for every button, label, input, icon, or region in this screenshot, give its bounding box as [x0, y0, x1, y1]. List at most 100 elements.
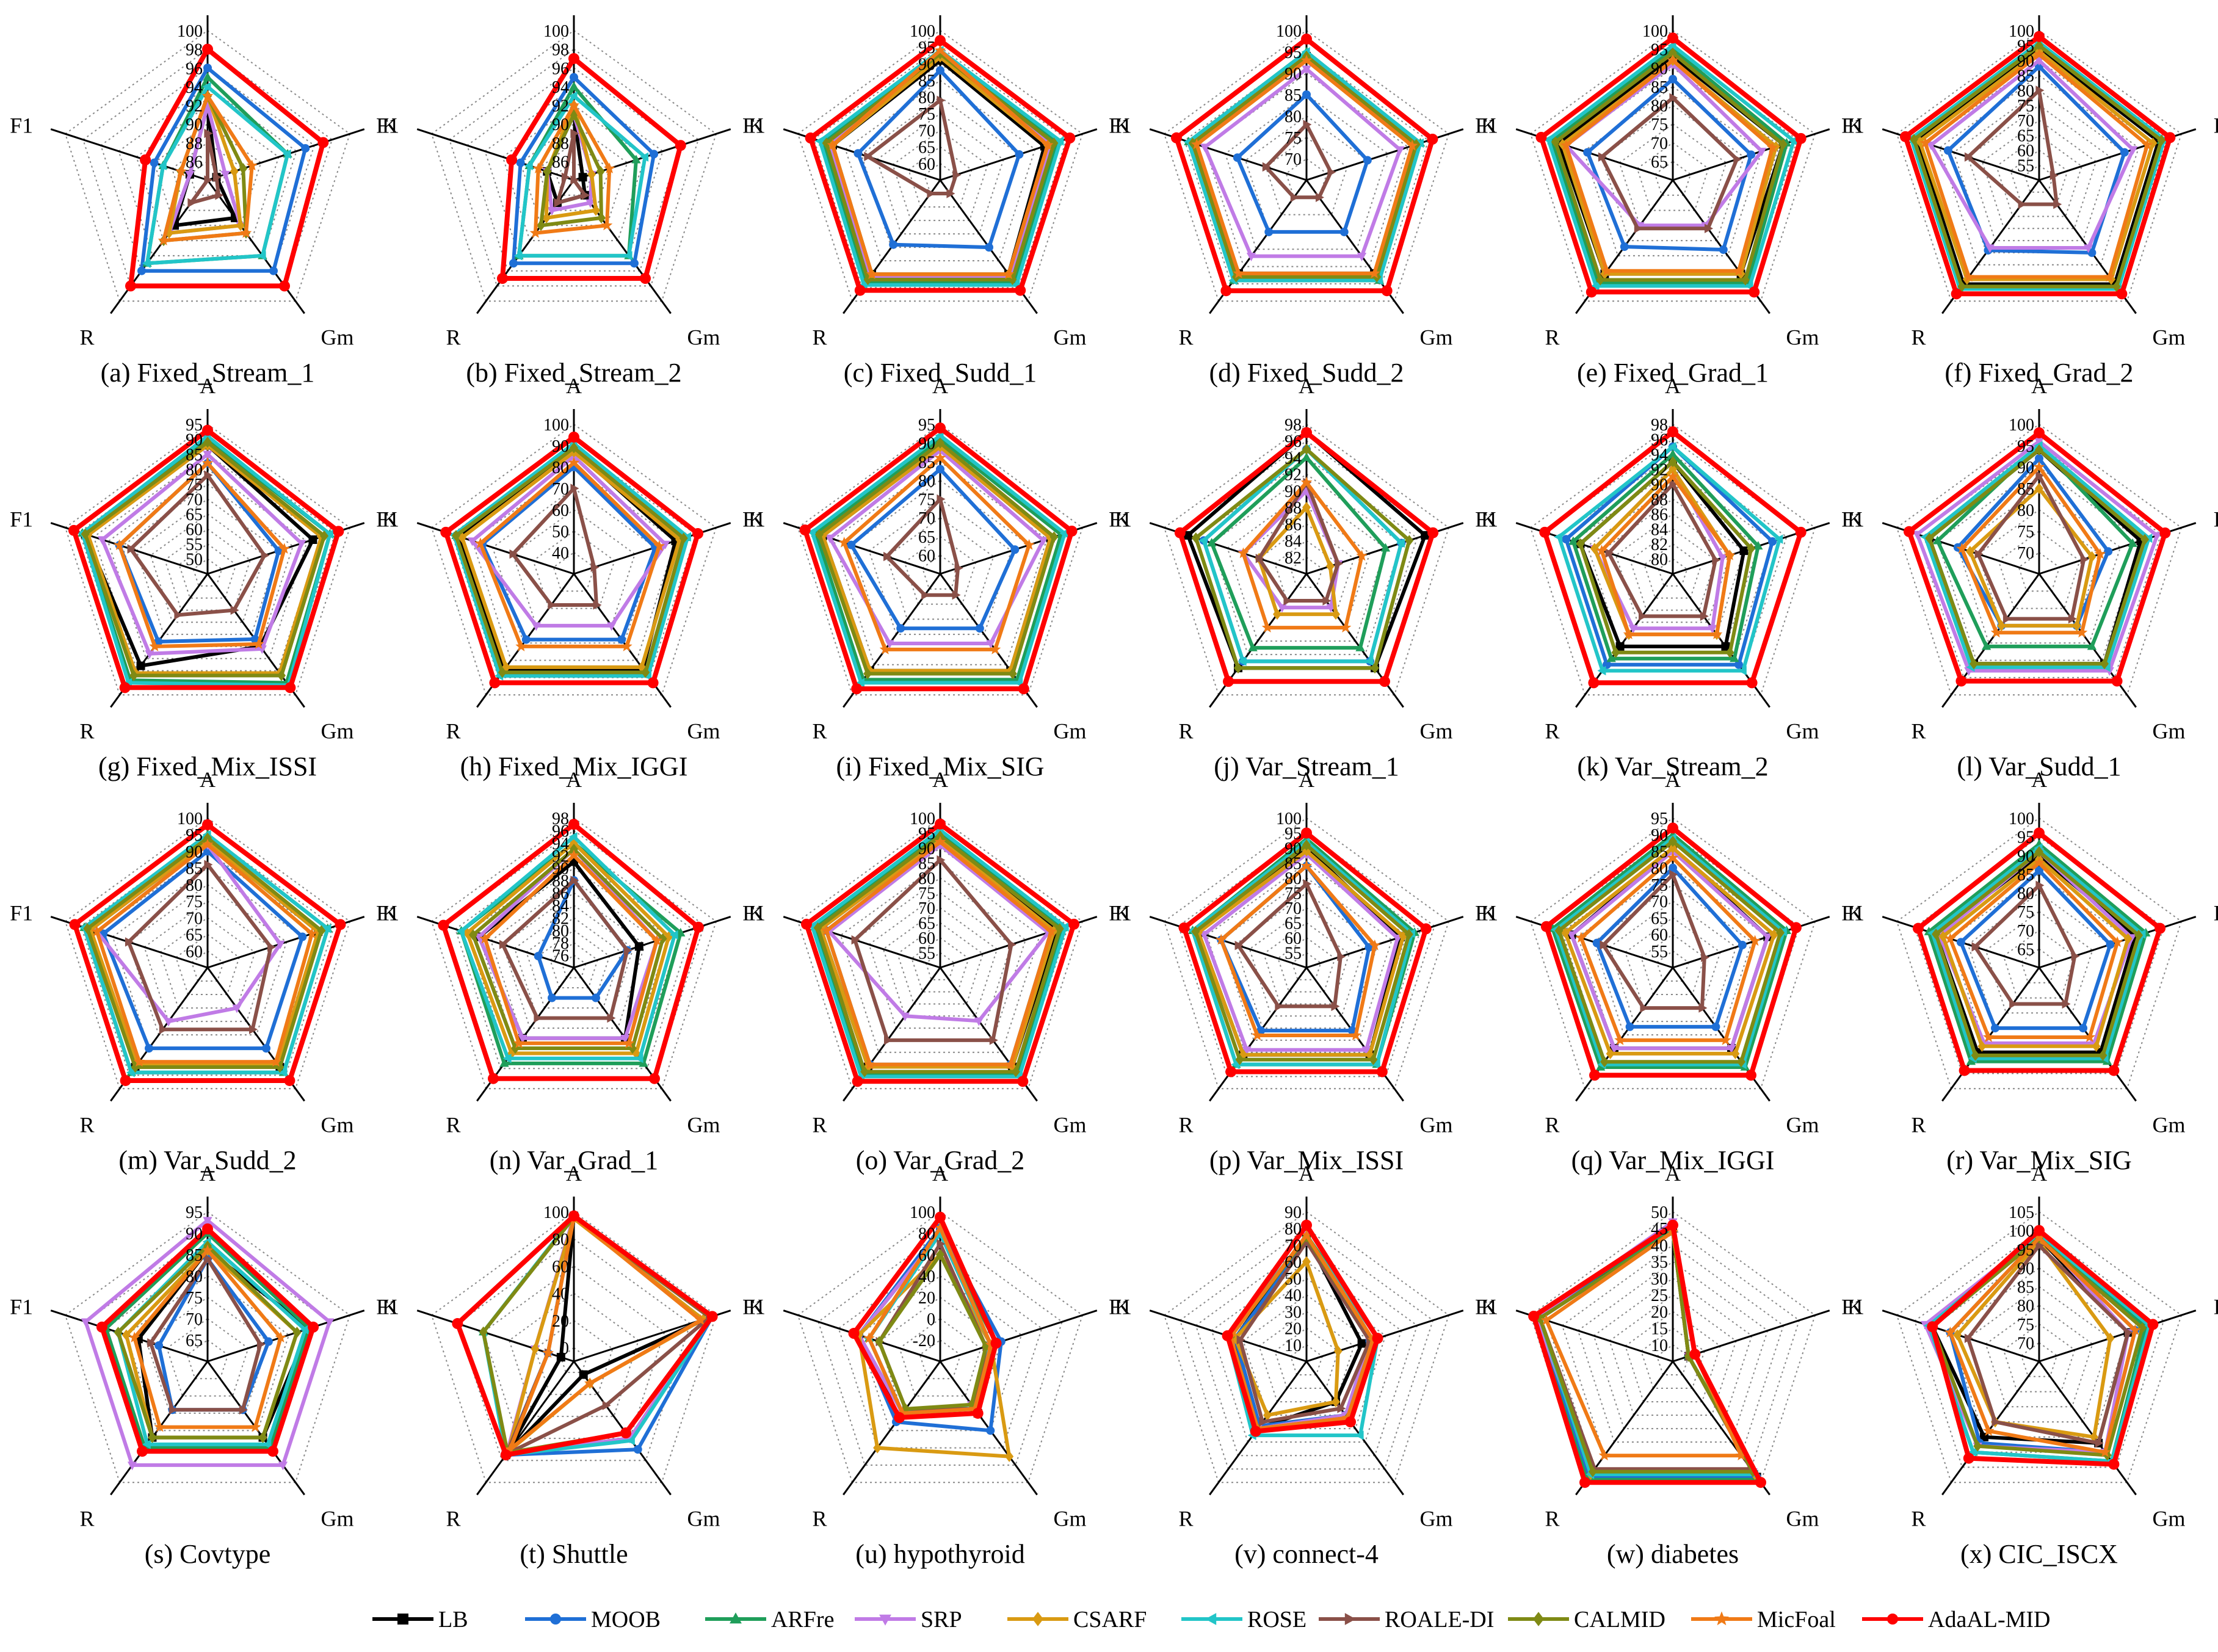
series-line-MicFoal	[117, 461, 286, 648]
grid-ring	[1529, 423, 1816, 696]
axis-label-R: R	[813, 1507, 827, 1531]
tick-label: 65	[918, 915, 935, 933]
data-point-CALMID	[543, 165, 552, 177]
data-point-MOOB	[1990, 1024, 1999, 1033]
data-point-AdaAL-MID	[1381, 285, 1393, 297]
tick-label: 90	[1285, 839, 1302, 858]
data-point-AdaAL-MID	[317, 137, 329, 148]
data-point-MOOB	[1347, 1026, 1357, 1035]
series-line-CSARF	[460, 450, 682, 669]
data-point-MicFoal	[249, 1421, 261, 1432]
panel-caption: (d) Fixed_Sudd_2	[1209, 358, 1404, 388]
grid-ring	[448, 48, 700, 287]
data-point-MicFoal	[1733, 264, 1745, 276]
tick-label: 80	[2017, 885, 2034, 904]
series-line-ROALE-DI	[511, 487, 598, 607]
axis-label-F1: F1	[10, 900, 33, 925]
series-line-SRP	[1570, 849, 1770, 1051]
data-point-MOOB	[1719, 245, 1728, 254]
data-point-MOOB	[547, 993, 556, 1002]
series-line-AdaAL-MID	[1915, 830, 2163, 1073]
data-point-ROSE	[568, 91, 578, 101]
data-point-AdaAL-MID	[2108, 1065, 2120, 1076]
data-point-ROALE-DI	[2068, 614, 2077, 624]
axis-label-K: K	[1847, 1294, 1863, 1319]
grid-ring	[1224, 93, 1389, 250]
data-point-MOOB	[1264, 227, 1274, 236]
data-point-CSARF	[236, 220, 245, 231]
data-point-MicFoal	[201, 838, 214, 850]
series-line-AdaAL-MID	[1538, 35, 1803, 295]
data-point-ROALE-DI	[1634, 223, 1643, 233]
data-point-CALMID	[129, 670, 139, 681]
data-point-ROALE-DI	[215, 190, 224, 200]
data-point-LB	[308, 535, 317, 544]
tick-label: 86	[1285, 515, 1302, 534]
panel-caption: (r) Var_Mix_SIG	[1946, 1145, 2132, 1175]
axis-label-R: R	[1179, 325, 1194, 350]
data-point-ROALE-DI	[1335, 559, 1344, 568]
panel-caption: (x) CIC_ISCX	[1960, 1539, 2118, 1569]
axis-label-Gm: Gm	[1786, 325, 1819, 350]
tick-label: 95	[1651, 810, 1668, 828]
data-point-AdaAL-MID	[1427, 527, 1439, 538]
grid-ring	[882, 907, 998, 1017]
tick-label: 96	[186, 59, 203, 78]
tick-label: 94	[186, 78, 203, 97]
data-point-MOOB	[650, 150, 659, 159]
tick-label: 20	[552, 1312, 569, 1331]
tick-label: 25	[1651, 1286, 1668, 1305]
panel-caption: (n) Var_Grad_1	[490, 1145, 659, 1175]
series-line-SRP	[1202, 852, 1400, 1052]
data-point-ROALE-DI	[1974, 549, 1984, 559]
data-point-MicFoal	[695, 1314, 706, 1325]
grid-ring	[896, 922, 984, 1005]
grid-ring	[64, 423, 351, 696]
data-point-AdaAL-MID	[2108, 1458, 2120, 1470]
data-point-MicFoal	[1023, 538, 1035, 550]
data-point-ROALE-DI	[954, 563, 963, 573]
data-point-ROALE-DI	[2053, 199, 2062, 209]
data-point-CALMID	[468, 929, 477, 941]
data-point-ROALE-DI	[159, 1024, 168, 1035]
panel-caption: (e) Fixed_Grad_1	[1577, 358, 1769, 388]
data-point-ROSE	[1774, 534, 1783, 544]
axis-label-K: K	[1847, 900, 1863, 925]
data-point-CALMID	[1776, 927, 1785, 938]
data-point-CSARF	[2087, 551, 2097, 562]
grid-ring	[1263, 922, 1350, 1005]
data-point-MicFoal	[1723, 549, 1736, 560]
data-point-MicFoal	[897, 1407, 908, 1418]
axis-label-R: R	[446, 1113, 461, 1137]
grid-ring	[797, 29, 1084, 302]
series-line-MOOB	[856, 68, 1021, 250]
grid-ring	[1593, 1277, 1753, 1430]
data-point-CALMID	[875, 1336, 884, 1347]
data-point-MOOB	[262, 1044, 271, 1053]
data-point-CSARF	[1005, 1451, 1014, 1462]
grid-ring	[1995, 134, 2083, 217]
axis-label-K: K	[2214, 113, 2218, 137]
data-point-ROSE	[669, 930, 678, 940]
series-line-MOOB	[1959, 868, 2112, 1031]
tick-label: 65	[1651, 153, 1668, 172]
series-line-MOOB	[1595, 866, 1744, 1029]
data-point-AdaAL-MID	[1015, 284, 1026, 296]
data-point-MOOB	[269, 266, 278, 275]
data-point-MOOB	[936, 66, 944, 75]
data-point-ROSE	[513, 251, 523, 261]
tick-label: 60	[186, 521, 203, 540]
tick-label: 80	[1651, 860, 1668, 879]
panel-caption: (o) Var_Grad_2	[856, 1145, 1025, 1175]
grid-ring	[1981, 119, 2097, 230]
data-point-AdaAL-MID	[692, 921, 704, 933]
series-line-ARFre	[104, 1231, 311, 1450]
tick-label: 95	[186, 826, 203, 845]
panel-caption: (g) Fixed_Mix_ISSI	[98, 752, 317, 781]
tick-label: 100	[543, 22, 569, 41]
data-point-MicFoal	[1004, 1058, 1017, 1070]
data-point-CSARF	[230, 165, 239, 177]
grid-ring	[1629, 528, 1717, 611]
